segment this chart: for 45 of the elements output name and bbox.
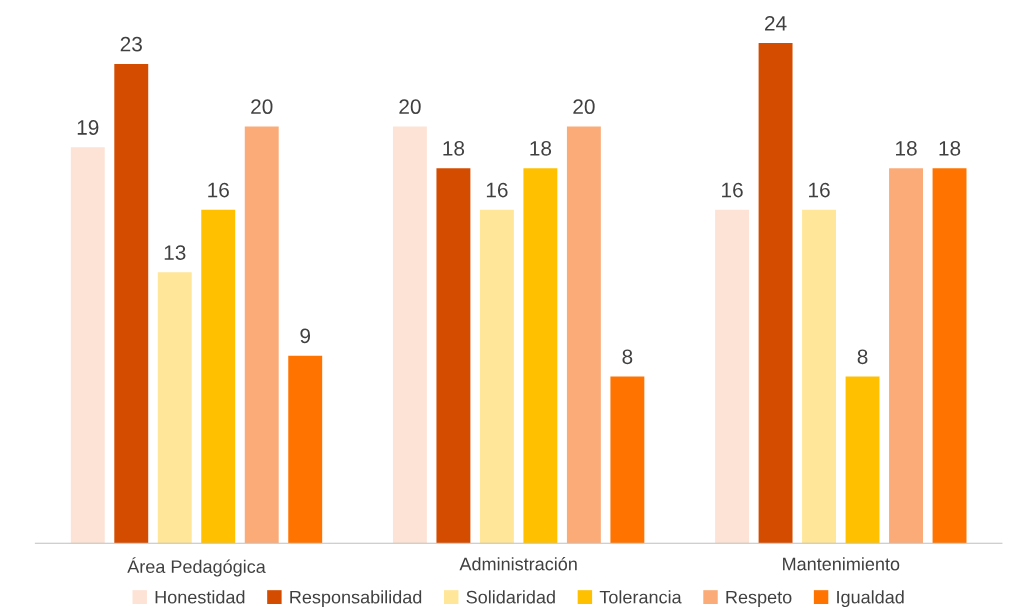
data-label: 18 [530,140,552,156]
data-label: 18 [939,140,961,156]
data-label: 24 [765,15,787,31]
x-tick-label: Mantenimiento [783,557,900,571]
bar [845,376,880,544]
x-tick-label: Administración [459,556,577,571]
bar [523,168,558,544]
data-label: 18 [896,140,917,156]
data-label: 18 [443,140,465,156]
bar [566,126,601,544]
legend-label: Tolerancia [599,590,682,604]
bar [758,43,793,544]
data-label: 19 [77,120,99,135]
bar [932,168,967,544]
data-label: 16 [809,182,830,198]
bar [436,168,471,544]
legend-label: Respeto [726,590,792,608]
data-label: 9 [300,328,311,344]
data-label: 8 [857,349,868,365]
bar [610,376,645,544]
data-label: 16 [722,182,743,198]
bar [715,209,750,544]
data-label: 8 [622,349,633,365]
legend-label: Igualdad [837,590,904,608]
legend-label: Responsabilidad [290,590,422,608]
bar [70,147,105,544]
data-label: 23 [120,36,142,52]
data-label: 20 [251,99,273,115]
bar [392,126,427,544]
data-label: 20 [399,99,421,115]
legend-label: Solidaridad [466,590,555,604]
bar [201,209,236,544]
data-label: 16 [486,182,508,198]
bar [889,168,923,544]
bar [244,126,279,544]
bar [802,209,837,544]
x-tick-label: Área Pedagógica [127,557,266,577]
data-label: 16 [208,182,229,198]
bar [288,355,323,544]
bar [479,209,514,544]
bar [157,272,192,544]
data-label: 20 [573,99,595,115]
data-label: 13 [164,245,186,260]
bar [114,63,149,544]
legend-label: Honestidad [155,590,245,604]
